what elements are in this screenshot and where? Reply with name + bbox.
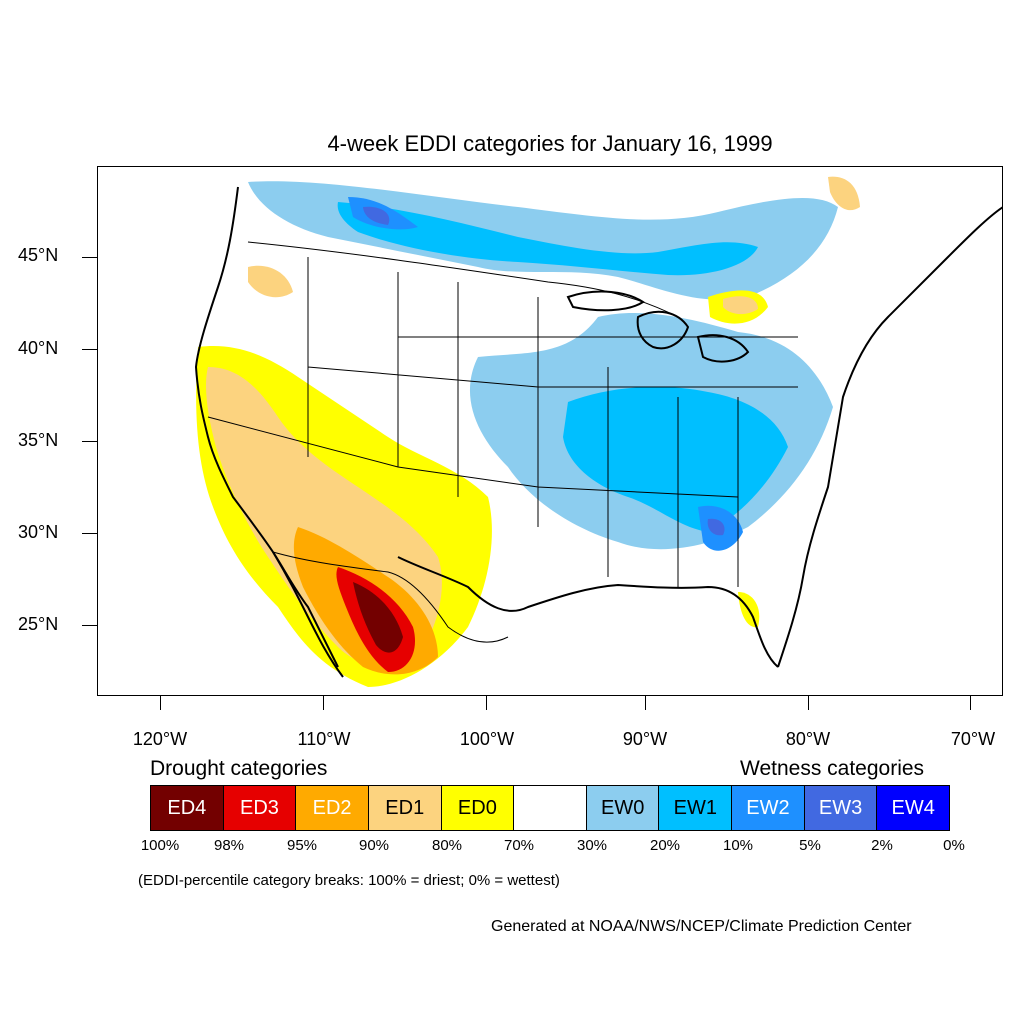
lat-label-35n: 35°N <box>18 430 59 450</box>
baja-peninsula <box>272 551 344 678</box>
canada-wet-extreme <box>363 206 390 225</box>
lon-label-100w: 100°W <box>459 729 515 749</box>
drought-heading: Drought categories <box>150 757 328 780</box>
eddi-map-canvas <box>194 176 1002 687</box>
lon-tick <box>486 696 487 710</box>
lon-label-110w: 110°W <box>297 729 351 749</box>
break-label: 80% <box>431 837 463 854</box>
break-label: 20% <box>649 837 681 854</box>
lat-label-40n: 40°N <box>18 338 59 358</box>
canada-wet-region <box>248 181 838 300</box>
lon-tick <box>160 696 161 710</box>
category-legend: ED4 ED3 ED2 ED1 ED0 EW0 EW1 EW2 EW3 EW4 <box>150 785 950 831</box>
state-lines <box>207 257 798 587</box>
canada-wet-core <box>337 202 758 276</box>
legend-swatch-ed4: ED4 <box>151 786 224 830</box>
break-label: 5% <box>799 837 821 854</box>
break-label: 90% <box>358 837 390 854</box>
lat-tick <box>82 625 97 626</box>
legend-swatch-ew2: EW2 <box>732 786 805 830</box>
legend-swatch-ew1: EW1 <box>659 786 733 830</box>
lon-label-120w: 120°W <box>132 729 188 749</box>
lon-tick <box>645 696 646 710</box>
us-canada-border <box>247 241 679 318</box>
lat-label-45n: 45°N <box>18 245 59 265</box>
political-boundaries <box>207 241 798 643</box>
break-label: 10% <box>722 837 754 854</box>
eddi-field <box>196 176 860 687</box>
lat-label-25n: 25°N <box>18 614 59 634</box>
map-title: 4-week EDDI categories for January 16, 1… <box>327 131 773 156</box>
legend-swatch-ew3: EW3 <box>804 786 878 830</box>
lon-tick <box>970 696 971 710</box>
us-mexico-border <box>272 551 509 643</box>
legend-swatch-ew0: EW0 <box>586 786 660 830</box>
lat-tick <box>82 349 97 350</box>
atlantic-coastline <box>777 206 1002 668</box>
eddi-map <box>97 166 1003 696</box>
legend-swatch-ed1: ED1 <box>368 786 442 830</box>
southeast-wet-extreme <box>707 518 725 536</box>
lat-tick <box>82 257 97 258</box>
legend-swatch-neutral <box>514 786 587 830</box>
legend-swatch-ed0: ED0 <box>441 786 515 830</box>
lon-tick <box>808 696 809 710</box>
break-label: 100% <box>140 837 180 854</box>
break-label: 0% <box>943 837 965 854</box>
coastlines <box>194 186 1002 678</box>
pacific-coastline <box>194 186 339 668</box>
break-label: 70% <box>503 837 535 854</box>
break-label: 2% <box>871 837 893 854</box>
lon-label-80w: 80°W <box>785 729 831 749</box>
mexico-drought-exceptional <box>353 582 403 653</box>
legend-swatch-ed2: ED2 <box>296 786 369 830</box>
legend-swatch-ew4: EW4 <box>877 786 950 830</box>
lon-label-90w: 90°W <box>622 729 668 749</box>
maine-drought-spot <box>828 176 860 211</box>
lon-tick <box>323 696 324 710</box>
lat-tick <box>82 441 97 442</box>
wetness-heading: Wetness categories <box>740 757 925 780</box>
category-note: (EDDI-percentile category breaks: 100% =… <box>138 872 560 889</box>
legend-swatch-ed3: ED3 <box>223 786 297 830</box>
northwest-drought-spot <box>248 265 293 298</box>
gulf-coastline <box>397 556 779 668</box>
lon-label-70w: 70°W <box>950 729 996 749</box>
midwest-wet-core <box>563 386 788 532</box>
break-label: 30% <box>576 837 608 854</box>
lat-tick <box>82 533 97 534</box>
break-label: 95% <box>286 837 318 854</box>
northeast-drought-moderate <box>723 296 758 315</box>
lat-label-30n: 30°N <box>18 522 59 542</box>
break-label: 98% <box>213 837 245 854</box>
credit-line: Generated at NOAA/NWS/NCEP/Climate Predi… <box>491 918 912 935</box>
